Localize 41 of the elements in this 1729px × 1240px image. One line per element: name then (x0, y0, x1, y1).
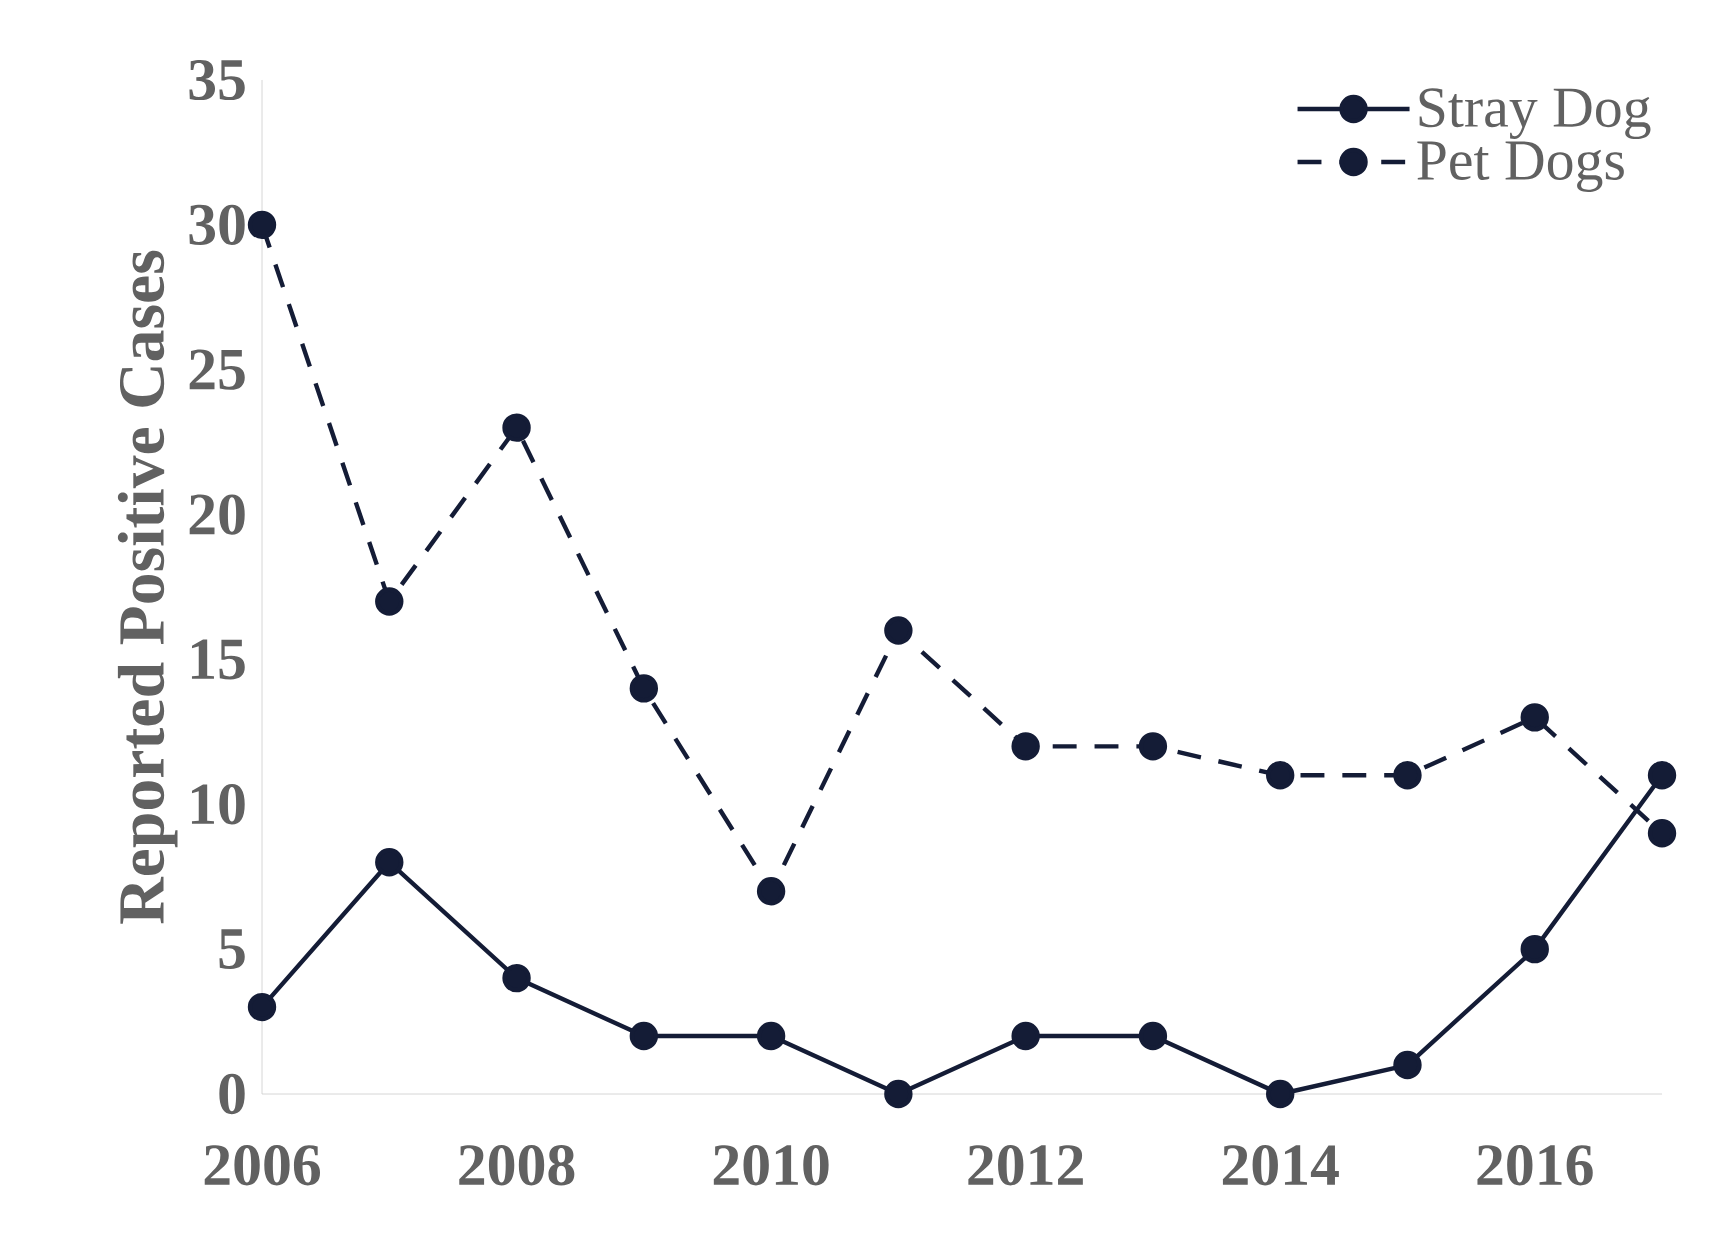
y-axis-title: Reported Positive Cases (117, 250, 178, 924)
y-tick-label: 35 (189, 59, 245, 101)
point (1647, 819, 1677, 848)
point (1266, 761, 1295, 790)
point (1138, 1021, 1168, 1051)
x-tick-label: 2010 (713, 1145, 829, 1186)
point (247, 210, 277, 240)
x-tick-label: 2006 (204, 1145, 321, 1186)
point (1393, 761, 1422, 790)
x-tick-label: 2014 (1222, 1145, 1339, 1186)
point (756, 877, 786, 906)
point (629, 674, 659, 703)
y-tick-label: 15 (191, 639, 245, 680)
point (247, 992, 277, 1022)
point (502, 413, 531, 442)
point (1647, 761, 1677, 790)
y-tick-label: 0 (219, 1073, 245, 1115)
point (756, 1021, 786, 1051)
point (884, 616, 913, 645)
point (502, 963, 531, 993)
x-tick-label: 2012 (968, 1145, 1083, 1186)
legend-label: Stray Dog (1419, 88, 1651, 140)
point (1520, 934, 1549, 964)
y-tick-label: 25 (189, 349, 245, 390)
point (1520, 703, 1549, 732)
point (1393, 1050, 1422, 1080)
legend-label: Pet Dogs (1417, 141, 1624, 192)
point (629, 1021, 659, 1051)
point (1011, 732, 1040, 761)
x-tick-label: 2016 (1477, 1145, 1593, 1186)
x-tick-label: 2008 (459, 1145, 575, 1186)
y-tick-label: 5 (219, 929, 245, 970)
point (1011, 1021, 1040, 1051)
point (884, 1079, 913, 1109)
point (375, 587, 404, 616)
y-tick-label: 20 (189, 494, 245, 535)
point (1138, 732, 1168, 761)
y-tick-label: 30 (189, 204, 245, 246)
y-tick-label: 10 (191, 784, 245, 825)
point (375, 848, 404, 877)
point (1266, 1079, 1295, 1109)
